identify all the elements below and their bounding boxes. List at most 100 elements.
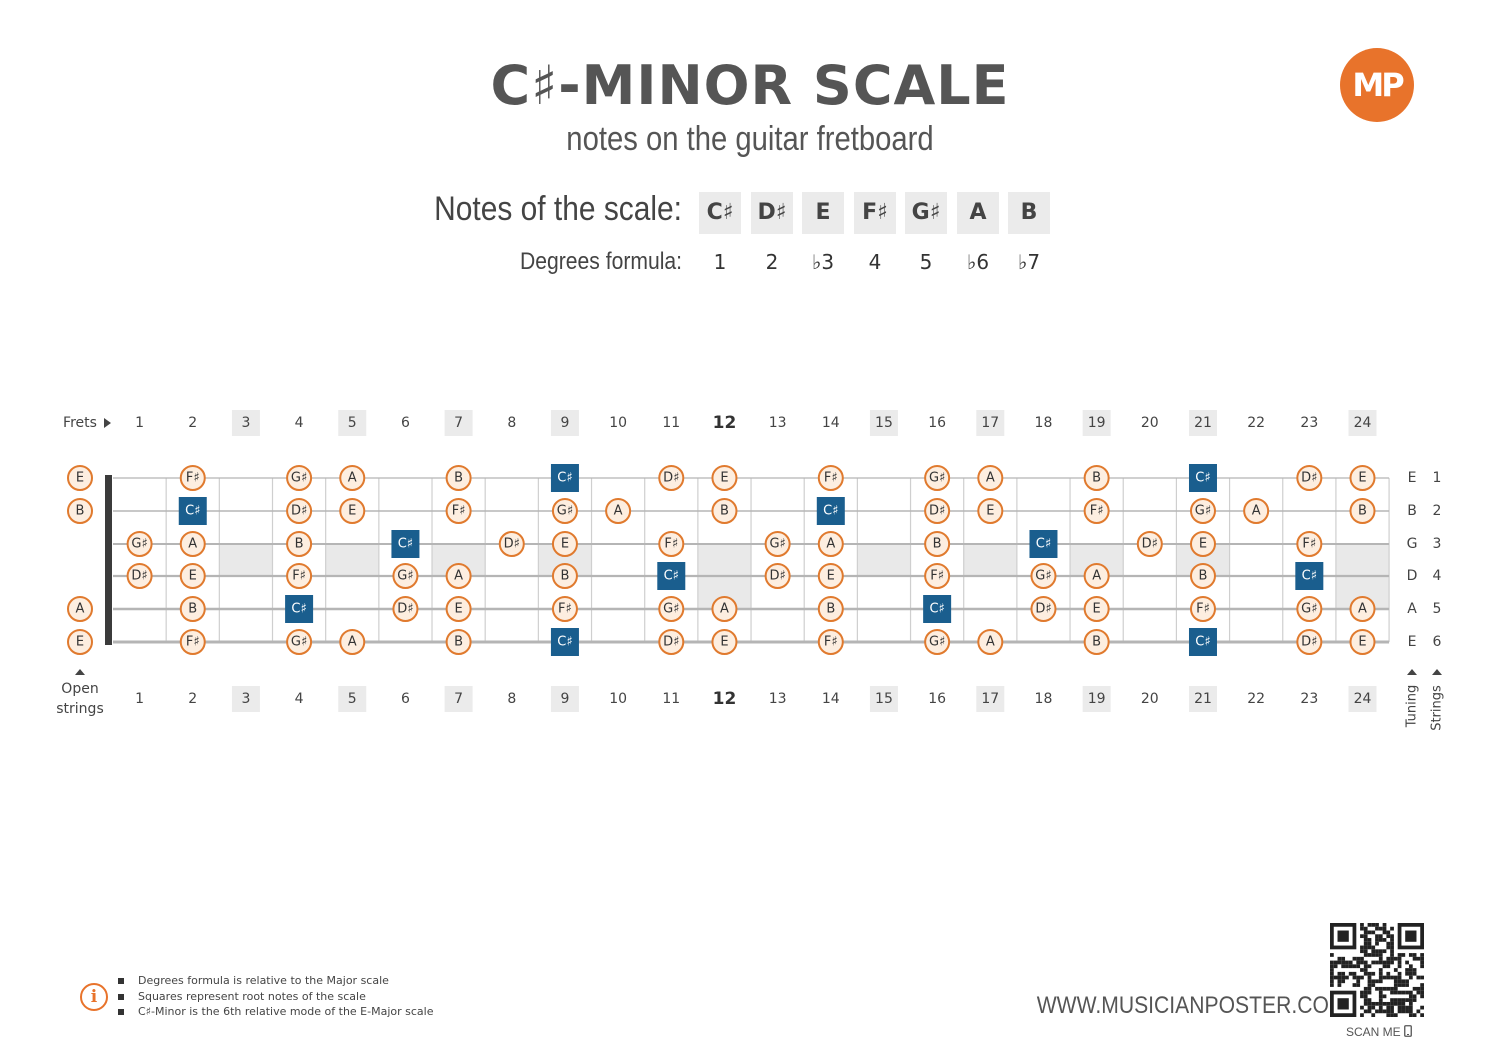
qr-module (1386, 934, 1391, 939)
qr-module (1371, 979, 1376, 984)
qr-module (1408, 994, 1413, 999)
note-label: A (454, 569, 463, 584)
note-label: B (454, 471, 463, 486)
qr-module (1390, 949, 1394, 954)
qr-module (1337, 983, 1342, 987)
scale-note-4: F♯ (854, 192, 896, 234)
fret-number: 15 (875, 691, 893, 707)
qr-module (1367, 998, 1372, 1002)
note-circle (179, 596, 206, 622)
qr-module (1390, 986, 1394, 991)
qr-module (1360, 975, 1364, 980)
string-number-label: 2 (1433, 503, 1442, 519)
qr-module (1352, 975, 1357, 980)
degree-7: ♭7 (1017, 250, 1041, 274)
note-label: B (454, 635, 463, 650)
qr-module (1356, 964, 1361, 969)
qr-module (1330, 960, 1334, 965)
qr-module (1337, 971, 1342, 976)
string-number-label: 3 (1433, 536, 1442, 552)
qr-module (1375, 926, 1379, 931)
note-label: B (560, 569, 569, 584)
qr-module (1371, 945, 1376, 950)
qr-module (1408, 953, 1413, 957)
note-circle (1030, 596, 1057, 622)
qr-module (1367, 953, 1372, 957)
fret-number: 18 (1035, 415, 1053, 431)
note-label: E (986, 504, 994, 519)
qr-module (1371, 1005, 1376, 1010)
note-label: B (76, 504, 85, 519)
qr-module (1378, 949, 1383, 954)
fret-number: 15 (875, 415, 893, 431)
qr-module (1363, 960, 1368, 965)
note-circle (1243, 498, 1270, 524)
qr-module (1367, 964, 1372, 969)
note-circle (551, 563, 578, 589)
note-label: B (1092, 635, 1101, 650)
qr-module (1378, 938, 1383, 942)
note-circle (817, 563, 844, 589)
tuning-arrow-icon (1407, 669, 1417, 675)
qr-module (1390, 941, 1394, 946)
fret-number: 17 (981, 415, 999, 431)
note-circle (711, 498, 738, 524)
qr-module (1360, 926, 1364, 931)
qr-module (1375, 1009, 1379, 1014)
qr-module (1363, 1009, 1368, 1014)
note-circle (764, 531, 791, 557)
qr-code-icon[interactable] (1330, 923, 1424, 1017)
website-link[interactable]: WWW.MUSICIANPOSTER.COM (1036, 992, 1347, 1019)
note-circle (658, 465, 685, 491)
qr-module (1416, 975, 1421, 980)
qr-module (1390, 998, 1394, 1002)
note-circle (658, 531, 685, 557)
note-circle (658, 629, 685, 655)
qr-module (1348, 971, 1353, 976)
fret-number-marker (444, 410, 473, 436)
qr-module (1393, 968, 1398, 972)
fret-number: 5 (348, 691, 357, 707)
fret-number-marker (231, 410, 260, 436)
note-circle (286, 563, 313, 589)
qr-module (1397, 960, 1402, 965)
fret-number: 10 (609, 691, 627, 707)
qr-module (1397, 956, 1402, 961)
qr-module (1420, 994, 1424, 999)
note-label: C♯ (557, 471, 572, 486)
qr-module (1382, 926, 1387, 931)
qr-module (1337, 956, 1342, 961)
note-label: E (1358, 635, 1366, 650)
root-note-square (657, 562, 686, 590)
note-circle (392, 596, 419, 622)
qr-finder (1337, 998, 1349, 1010)
qr-module (1382, 1009, 1387, 1014)
qr-module (1378, 990, 1383, 995)
fret-number: 4 (295, 691, 304, 707)
note-label: A (348, 471, 357, 486)
note-circle (605, 498, 632, 524)
qr-module (1363, 998, 1368, 1002)
qr-module (1378, 1005, 1383, 1010)
note-label: B (295, 537, 304, 552)
note-label: C♯ (557, 635, 572, 650)
note-label: F♯ (1090, 504, 1104, 519)
qr-module (1378, 986, 1383, 991)
note-label: D♯ (291, 504, 307, 519)
qr-module (1386, 960, 1391, 965)
note-label: G♯ (929, 635, 945, 650)
note-label: F♯ (452, 504, 466, 519)
note-label: F♯ (664, 537, 678, 552)
qr-module (1420, 960, 1424, 965)
qr-module (1420, 956, 1424, 961)
qr-module (1371, 953, 1376, 957)
frets-arrow-icon (104, 418, 111, 428)
qr-module (1367, 986, 1372, 991)
note-label: B (1092, 471, 1101, 486)
qr-module (1375, 986, 1379, 991)
root-note-square (285, 595, 314, 623)
qr-module (1330, 975, 1334, 980)
qr-module (1401, 979, 1406, 984)
note-circle (179, 563, 206, 589)
note-circle (817, 596, 844, 622)
